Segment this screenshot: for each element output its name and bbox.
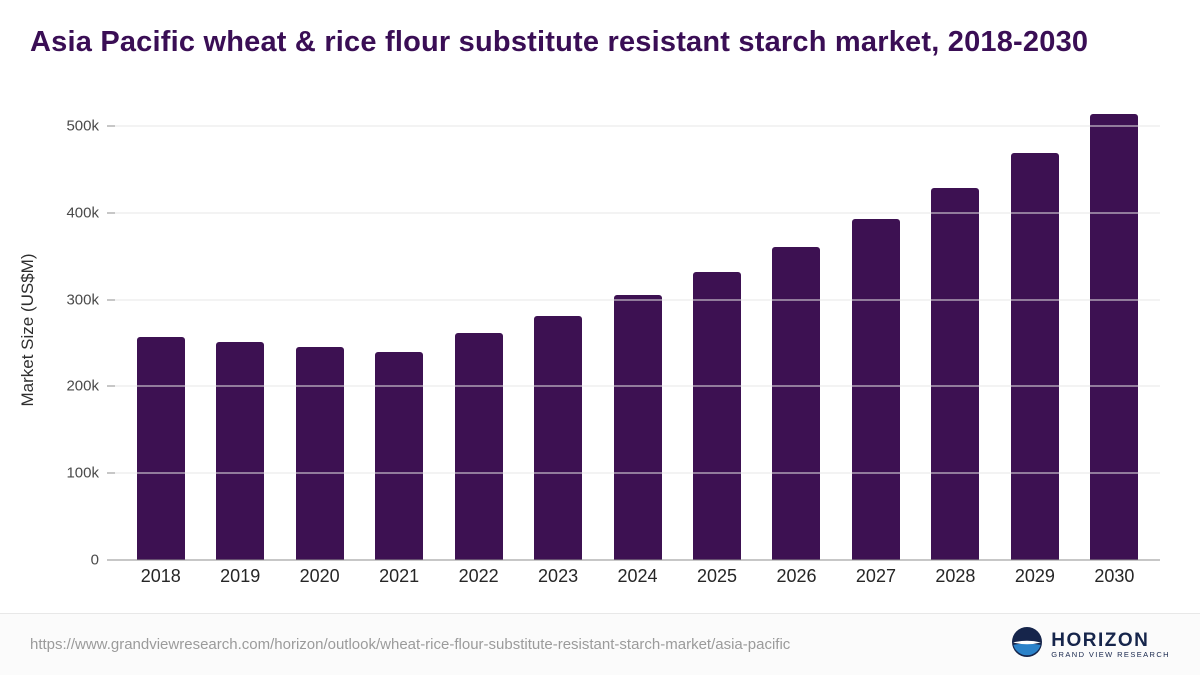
bar-slot bbox=[995, 100, 1074, 560]
y-tick-label: 400k bbox=[66, 204, 99, 222]
bar-2027 bbox=[851, 218, 900, 560]
x-tick-label: 2029 bbox=[1014, 566, 1055, 586]
bar-2020 bbox=[295, 346, 344, 560]
x-tick-label: 2030 bbox=[1094, 566, 1135, 586]
x-tick-label: 2018 bbox=[140, 566, 181, 586]
bar-2025 bbox=[693, 271, 742, 560]
y-tick-label: 300k bbox=[66, 291, 99, 309]
footer: https://www.grandviewresearch.com/horizo… bbox=[0, 613, 1200, 675]
x-tick-label: 2027 bbox=[855, 566, 896, 586]
bars bbox=[115, 100, 1160, 560]
gridline bbox=[115, 385, 1160, 387]
x-tick-label: 2023 bbox=[538, 566, 579, 586]
bar-slot bbox=[1075, 100, 1154, 560]
y-tick-label: 500k bbox=[66, 117, 99, 135]
logo-name: HORIZON bbox=[1051, 629, 1150, 651]
gridline bbox=[115, 472, 1160, 474]
chart: Asia Pacific wheat & rice flour substitu… bbox=[18, 26, 1160, 587]
y-axis-label: Market Size (US$M) bbox=[18, 253, 37, 407]
horizon-logo-text: HORIZON GRAND VIEW RESEARCH bbox=[1051, 629, 1170, 659]
gridline bbox=[115, 125, 1160, 127]
bar-slot bbox=[757, 100, 836, 560]
bar-2023 bbox=[534, 316, 583, 560]
x-tick-label: 2024 bbox=[617, 566, 658, 586]
gridline bbox=[115, 212, 1160, 214]
page-title: Asia Pacific wheat & rice flour substitu… bbox=[30, 26, 1089, 58]
bar-slot bbox=[836, 100, 915, 560]
bar-2030 bbox=[1090, 113, 1139, 560]
bar-slot bbox=[598, 100, 677, 560]
x-tick-label: 2028 bbox=[935, 566, 976, 586]
x-tick-label: 2020 bbox=[299, 566, 340, 586]
x-tick-label: 2025 bbox=[696, 566, 738, 586]
y-tick-mark bbox=[107, 212, 115, 214]
bar-2019 bbox=[216, 342, 265, 560]
bar-slot bbox=[916, 100, 995, 560]
x-tick-label: 2019 bbox=[220, 566, 261, 586]
x-tick-label: 2022 bbox=[458, 566, 499, 586]
bar-2028 bbox=[931, 187, 980, 560]
y-tick-mark bbox=[107, 559, 115, 561]
bar-slot bbox=[439, 100, 518, 560]
bar-2021 bbox=[375, 351, 424, 560]
plot-area: 0 100k 200k 300k 400k 500k bbox=[66, 100, 1160, 569]
bar-slot bbox=[121, 100, 200, 560]
y-tick-mark bbox=[107, 472, 115, 474]
bar-slot bbox=[518, 100, 597, 560]
y-tick-mark bbox=[107, 299, 115, 301]
y-tick-mark bbox=[107, 385, 115, 387]
bar-2018 bbox=[136, 336, 185, 560]
gridline bbox=[115, 299, 1160, 301]
bar-2029 bbox=[1010, 152, 1059, 560]
x-tick-label: 2026 bbox=[776, 566, 817, 586]
y-tick-label: 0 bbox=[90, 551, 99, 569]
x-axis-line bbox=[115, 559, 1160, 561]
y-tick-mark bbox=[107, 125, 115, 127]
x-labels: 2018 2019 2020 2021 2022 2023 2024 2025 2026 2027… bbox=[115, 566, 1160, 587]
bar-slot bbox=[677, 100, 756, 560]
bar-slot bbox=[359, 100, 438, 560]
bar-2026 bbox=[772, 246, 821, 560]
horizon-logo: HORIZON GRAND VIEW RESEARCH bbox=[1012, 627, 1170, 662]
bar-slot bbox=[280, 100, 359, 560]
y-tick-label: 100k bbox=[66, 464, 99, 482]
bar-2024 bbox=[613, 295, 662, 560]
horizon-logo-icon bbox=[1012, 627, 1043, 662]
y-tick-label: 200k bbox=[66, 377, 99, 395]
source-url: https://www.grandviewresearch.com/horizo… bbox=[30, 636, 791, 653]
x-tick-label: 2021 bbox=[379, 566, 420, 586]
logo-subtitle: GRAND VIEW RESEARCH bbox=[1051, 649, 1170, 659]
bar-slot bbox=[200, 100, 279, 560]
bar-2022 bbox=[454, 333, 503, 560]
